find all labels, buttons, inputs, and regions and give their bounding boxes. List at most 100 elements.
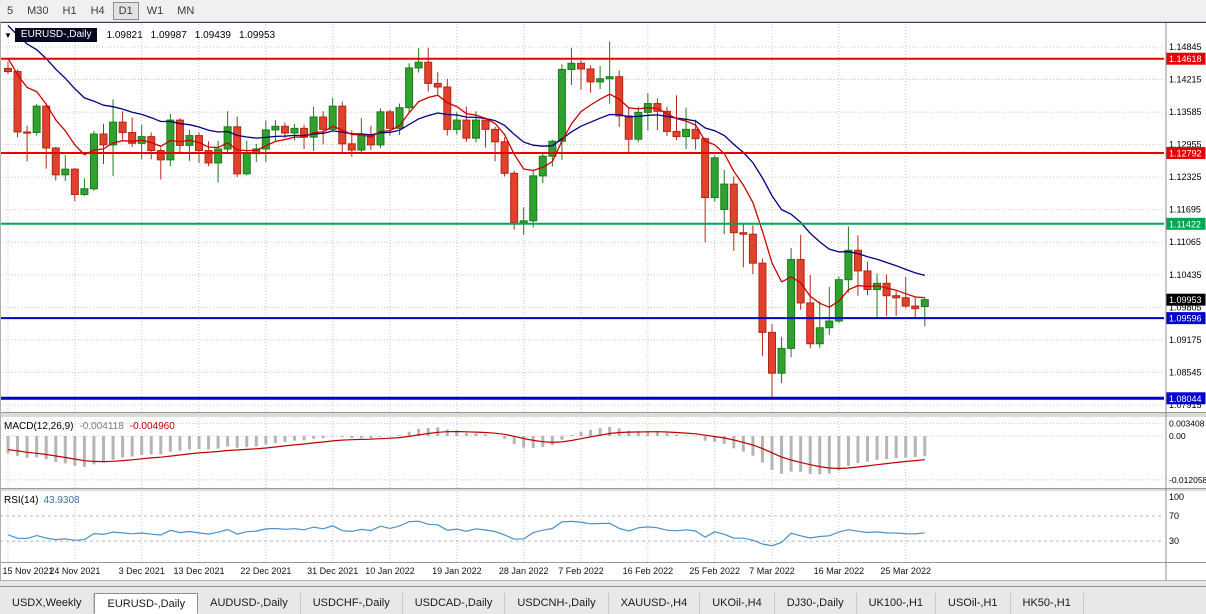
date-label: 13 Dec 2021 — [173, 566, 224, 576]
candle-body — [491, 128, 500, 143]
candle-body — [777, 347, 786, 374]
candle-body — [23, 131, 32, 134]
candle-body — [99, 133, 108, 146]
chart-tab-eurusd-daily[interactable]: EURUSD-,Daily — [94, 593, 199, 614]
candle-body — [290, 127, 299, 134]
timeframe-button-MN[interactable]: MN — [171, 2, 200, 20]
candle-body — [653, 103, 662, 112]
ohlc-info-line: ▼ EURUSD-,Daily 1.09821 1.09987 1.09439 … — [4, 28, 283, 42]
chart-tab-usdcad-daily[interactable]: USDCAD-,Daily — [402, 593, 506, 614]
candle-body — [357, 135, 366, 151]
chart-collapse-arrow-icon[interactable]: ▼ — [4, 30, 12, 40]
price-marker-box — [1166, 312, 1206, 325]
candle-body — [853, 249, 862, 272]
price-axis-label: 1.11065 — [1169, 237, 1201, 247]
chart-tab-xauusd-h4[interactable]: XAUUSD-,H4 — [608, 593, 701, 614]
candle-body — [386, 111, 394, 129]
candle-body — [462, 119, 471, 139]
candle-body — [443, 86, 452, 130]
candle-body — [691, 128, 700, 140]
candle-body — [405, 67, 414, 109]
panel-separator — [0, 412, 1206, 418]
chart-tab-bar: USDX,Weekly EURUSD-,Daily AUDUSD-,Daily USD… — [0, 586, 1206, 614]
price-marker-label: 1.14618 — [1169, 54, 1202, 64]
price-panel — [0, 25, 1164, 400]
price-marker-label: 1.11422 — [1169, 219, 1201, 229]
ma-fast-line — [7, 57, 925, 308]
candle-body — [634, 111, 643, 140]
candle-body — [710, 157, 719, 199]
candle-body — [701, 138, 710, 199]
candle-body — [806, 302, 815, 345]
price-marker-box — [1166, 52, 1206, 65]
price-marker-label: 1.08044 — [1169, 394, 1202, 404]
chart-tab-hk50-h1[interactable]: HK50-,H1 — [1010, 593, 1084, 614]
candle-body — [223, 126, 232, 150]
chart-tab-usdcnh-daily[interactable]: USDCNH-,Daily — [505, 593, 609, 614]
candle-body — [280, 125, 289, 134]
price-axis-label: 1.09805 — [1169, 302, 1202, 312]
rsi-label: RSI(14) 43.9308 — [4, 495, 80, 506]
date-label: 19 Jan 2022 — [432, 566, 482, 576]
candle-body — [586, 68, 595, 83]
chart-tab-usoil-h1[interactable]: USOil-,H1 — [936, 593, 1011, 614]
candle-body — [500, 141, 509, 174]
date-label: 31 Dec 2021 — [307, 566, 358, 576]
price-marker-label: 1.12792 — [1169, 149, 1202, 159]
macd-label: MACD(12,26,9) -0.004118 -0.004960 — [4, 421, 175, 432]
timeframe-button-D1[interactable]: D1 — [112, 1, 139, 20]
candle-body — [682, 128, 691, 138]
date-label: 7 Feb 2022 — [558, 566, 604, 576]
candle-body — [481, 119, 490, 130]
candle-body — [748, 233, 757, 264]
price-marker-box — [1166, 217, 1206, 230]
candle-body — [70, 168, 79, 195]
date-label: 15 Nov 2021 — [2, 566, 53, 576]
candle-body — [615, 76, 624, 117]
chart-tab-audusd-daily[interactable]: AUDUSD-,Daily — [198, 593, 301, 614]
candle-body — [739, 232, 748, 235]
candle-body — [128, 131, 137, 144]
price-axis-label: 1.13585 — [1169, 107, 1202, 117]
chart-tab-ukoil-h4[interactable]: UKOil-,H4 — [700, 593, 775, 614]
candle-body — [118, 121, 127, 133]
timeframe-button-5[interactable]: 5 — [1, 2, 19, 20]
rsi-axis-label: 70 — [1169, 511, 1179, 521]
chart-symbol-badge: EURUSD-,Daily — [14, 28, 98, 42]
macd-axis-label: -0.012058 — [1169, 475, 1206, 485]
candle-body — [510, 172, 519, 224]
price-axis-label: 1.14845 — [1169, 42, 1202, 52]
timeframe-button-W1[interactable]: W1 — [141, 2, 170, 20]
chart-tab-usdx-weekly[interactable]: USDX,Weekly — [0, 593, 95, 614]
chart-tab-usdchf-daily[interactable]: USDCHF-,Daily — [300, 593, 403, 614]
candle-body — [214, 148, 223, 164]
candle-body — [376, 111, 385, 146]
candle-body — [605, 76, 614, 80]
chart-tab-dj30-daily[interactable]: DJ30-,Daily — [774, 593, 857, 614]
candle-body — [338, 105, 347, 145]
candle-body — [911, 305, 920, 310]
timeframe-button-H1[interactable]: H1 — [57, 2, 83, 20]
candle-body — [519, 220, 528, 224]
candle-body — [548, 140, 557, 157]
candle-body — [61, 168, 70, 176]
candle-body — [424, 61, 433, 84]
candle-body — [471, 119, 480, 139]
date-label: 3 Dec 2021 — [119, 566, 165, 576]
candle-body — [80, 188, 89, 195]
candle-body — [261, 129, 270, 150]
candle-body — [347, 143, 356, 151]
candle-body — [787, 259, 796, 349]
candle-body — [204, 150, 213, 164]
candle-body — [672, 130, 681, 138]
candle-body — [729, 183, 738, 234]
chart-tab-uk100-h1[interactable]: UK100-,H1 — [856, 593, 937, 614]
candle-body — [844, 249, 853, 281]
timeframe-button-H4[interactable]: H4 — [85, 2, 111, 20]
price-axis-label: 1.09175 — [1169, 335, 1202, 345]
candle-body — [577, 62, 585, 70]
price-marker-label: 1.09596 — [1169, 314, 1202, 324]
timeframe-button-M30[interactable]: M30 — [21, 2, 54, 20]
